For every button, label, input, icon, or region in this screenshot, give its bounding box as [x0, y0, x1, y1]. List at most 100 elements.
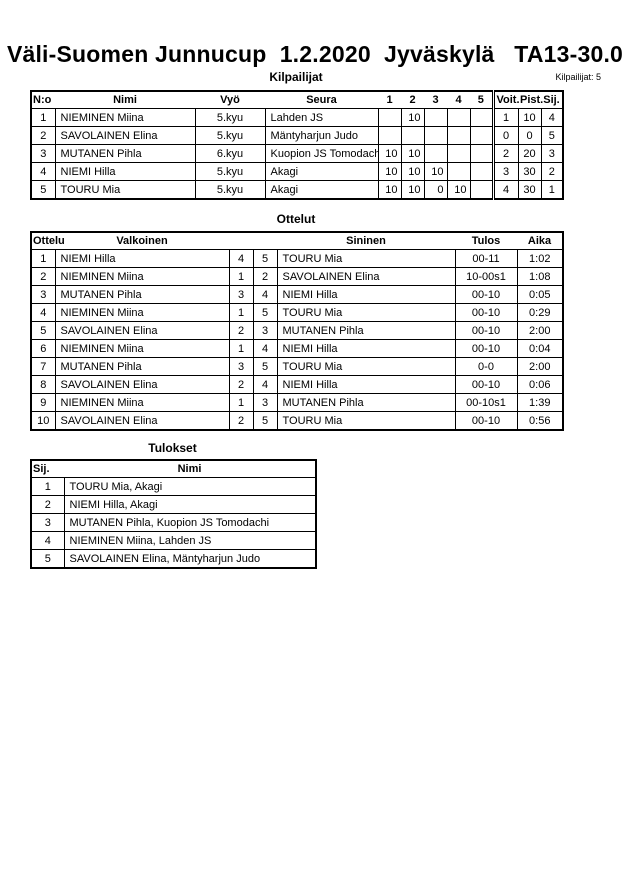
kilpailijat-heading: Kilpailijat — [269, 70, 323, 84]
cell-nimi: NIEMINEN Miina — [54, 108, 196, 127]
kilpailija-row: 5 TOURU Mia 5.kyu Akagi 10 10 0 10 4 30 … — [30, 180, 564, 200]
column-header-match-2: 2 — [401, 91, 424, 109]
column-header-valkoinen: Valkoinen — [55, 232, 229, 250]
cell-match-1 — [377, 126, 402, 145]
cell-aika: 0:05 — [516, 285, 564, 304]
column-header-match-1: 1 — [378, 91, 401, 109]
cell-nimi: MUTANEN Pihla — [54, 144, 196, 163]
cell-sij: 3 — [30, 513, 65, 532]
cell-voit: 1 — [491, 108, 519, 127]
ottelu-row: 1 NIEMI Hilla 4 5 TOURU Mia 00-11 1:02 — [30, 249, 564, 268]
cell-valkoinen-number: 2 — [228, 375, 254, 394]
cell-pist: 30 — [517, 180, 542, 200]
cell-nimi: NIEMI Hilla — [54, 162, 196, 181]
cell-sij: 2 — [540, 162, 564, 181]
cell-tulos: 00-10 — [454, 339, 518, 358]
cell-no: 4 — [30, 162, 56, 181]
cell-valkoinen-number: 3 — [228, 285, 254, 304]
cell-match-no: 4 — [30, 303, 56, 322]
column-header-ottelu: Ottelu — [31, 232, 65, 250]
tulos-row: 1 TOURU Mia, Akagi — [30, 477, 317, 496]
cell-vyo: 5.kyu — [194, 108, 266, 127]
cell-match-no: 9 — [30, 393, 56, 412]
ottelu-row: 7 MUTANEN Pihla 3 5 TOURU Mia 0-0 2:00 — [30, 357, 564, 376]
column-header-seura: Seura — [265, 91, 378, 109]
cell-match-4 — [446, 108, 471, 127]
ottelut-header-row: Ottelu Valkoinen Sininen Tulos Aika — [31, 232, 563, 250]
cell-vyo: 5.kyu — [194, 126, 266, 145]
cell-tulos: 00-10 — [454, 411, 518, 431]
cell-aika: 1:02 — [516, 249, 564, 268]
cell-match-3: 10 — [423, 162, 448, 181]
cell-valkoinen: NIEMINEN Miina — [54, 393, 230, 412]
column-header-match-5: 5 — [470, 91, 493, 109]
cell-tulos: 00-10 — [454, 303, 518, 322]
cell-match-1: 10 — [377, 144, 402, 163]
cell-aika: 0:29 — [516, 303, 564, 322]
cell-no: 3 — [30, 144, 56, 163]
cell-sininen: NIEMI Hilla — [276, 339, 456, 358]
cell-match-1: 10 — [377, 180, 402, 200]
cell-match-3 — [423, 126, 448, 145]
cell-match-no: 5 — [30, 321, 56, 340]
kilpailija-row: 3 MUTANEN Pihla 6.kyu Kuopion JS Tomodac… — [30, 144, 564, 163]
cell-match-5 — [469, 180, 494, 200]
cell-sij: 4 — [540, 108, 564, 127]
cell-sininen: MUTANEN Pihla — [276, 321, 456, 340]
cell-pist: 10 — [517, 108, 542, 127]
cell-seura: Kuopion JS Tomodachi — [264, 144, 379, 163]
cell-valkoinen: NIEMI Hilla — [54, 249, 230, 268]
cell-sininen-number: 4 — [252, 285, 278, 304]
cell-tulos: 00-10 — [454, 321, 518, 340]
cell-sij: 5 — [30, 549, 65, 569]
cell-no: 2 — [30, 126, 56, 145]
cell-sininen-number: 5 — [252, 357, 278, 376]
ottelu-row: 8 SAVOLAINEN Elina 2 4 NIEMI Hilla 00-10… — [30, 375, 564, 394]
cell-valkoinen-number: 4 — [228, 249, 254, 268]
cell-match-no: 8 — [30, 375, 56, 394]
cell-sij: 2 — [30, 495, 65, 514]
cell-match-5 — [469, 144, 494, 163]
cell-sininen-number: 3 — [252, 393, 278, 412]
cell-aika: 2:00 — [516, 357, 564, 376]
tulokset-table: Sij. Nimi 1 TOURU Mia, Akagi 2 NIEMI Hil… — [30, 459, 317, 569]
cell-match-1 — [377, 108, 402, 127]
cell-sininen-number: 2 — [252, 267, 278, 286]
cell-match-3 — [423, 144, 448, 163]
cell-vyo: 5.kyu — [194, 180, 266, 200]
cell-sininen-number: 5 — [252, 303, 278, 322]
cell-valkoinen-number: 2 — [228, 321, 254, 340]
column-header-nimi: Nimi — [64, 460, 316, 478]
tulos-row: 3 MUTANEN Pihla, Kuopion JS Tomodachi — [30, 513, 317, 532]
ottelu-row: 4 NIEMINEN Miina 1 5 TOURU Mia 00-10 0:2… — [30, 303, 564, 322]
cell-match-2: 10 — [400, 108, 425, 127]
column-header-match-4: 4 — [447, 91, 470, 109]
ottelut-heading: Ottelut — [276, 212, 316, 226]
column-header-valkoinen-number — [229, 232, 253, 250]
tulokset-header-row: Sij. Nimi — [31, 460, 316, 478]
cell-valkoinen: NIEMINEN Miina — [54, 267, 230, 286]
cell-match-1: 10 — [377, 162, 402, 181]
cell-sij: 1 — [30, 477, 65, 496]
column-header-sininen: Sininen — [277, 232, 455, 250]
cell-seura: Lahden JS — [264, 108, 379, 127]
cell-valkoinen: MUTANEN Pihla — [54, 357, 230, 376]
cell-nimi: NIEMINEN Miina, Lahden JS — [63, 531, 317, 550]
cell-match-2: 10 — [400, 144, 425, 163]
cell-sininen: NIEMI Hilla — [276, 285, 456, 304]
cell-voit: 4 — [491, 180, 519, 200]
cell-sininen: TOURU Mia — [276, 249, 456, 268]
ottelu-row: 6 NIEMINEN Miina 1 4 NIEMI Hilla 00-10 0… — [30, 339, 564, 358]
cell-pist: 30 — [517, 162, 542, 181]
column-header-match-3: 3 — [424, 91, 447, 109]
column-header-nimi: Nimi — [55, 91, 195, 109]
tulokset-heading: Tulokset — [148, 441, 197, 455]
cell-valkoinen-number: 1 — [228, 267, 254, 286]
cell-match-2 — [400, 126, 425, 145]
cell-pist: 0 — [517, 126, 542, 145]
cell-valkoinen: MUTANEN Pihla — [54, 285, 230, 304]
cell-voit: 2 — [491, 144, 519, 163]
cell-sininen-number: 3 — [252, 321, 278, 340]
cell-tulos: 10-00s1 — [454, 267, 518, 286]
cell-sininen: MUTANEN Pihla — [276, 393, 456, 412]
